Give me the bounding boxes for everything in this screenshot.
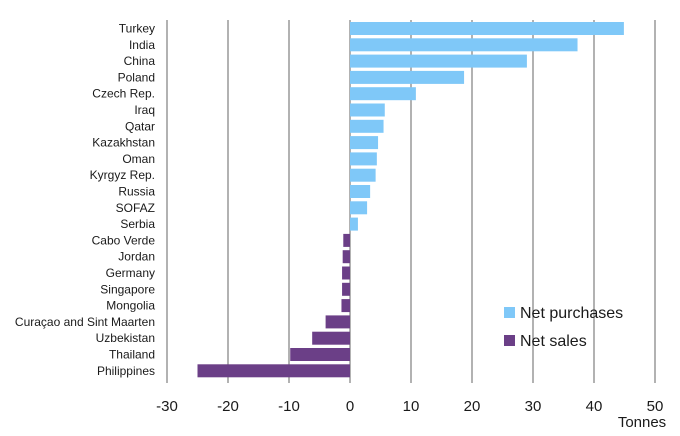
x-tick-label: 0: [346, 398, 354, 415]
category-label: Germany: [106, 266, 155, 280]
category-label: Kazakhstan: [92, 136, 155, 150]
x-tick-label: 10: [403, 398, 420, 415]
bar-poland: [350, 70, 465, 84]
category-label: Czech Rep.: [92, 87, 155, 101]
category-label: Cabo Verde: [92, 233, 156, 247]
bar-india: [350, 38, 578, 52]
bar-sofaz: [350, 201, 368, 215]
category-label: Philippines: [97, 364, 155, 378]
category-label: Poland: [118, 70, 155, 84]
bar-jordan: [342, 250, 350, 264]
x-tick-label: -20: [217, 398, 239, 415]
bar-russia: [350, 185, 371, 198]
bar-uzbekistan: [312, 331, 350, 345]
category-label: Uzbekistan: [96, 331, 155, 345]
bar-mongolia: [341, 299, 350, 313]
category-label: Kyrgyz Rep.: [90, 168, 155, 182]
bar-czech-rep: [350, 87, 416, 101]
x-tick-label: 50: [647, 398, 664, 415]
category-label: Serbia: [120, 217, 155, 231]
category-label: Russia: [118, 185, 155, 199]
bar-turkey: [350, 22, 624, 35]
category-label: India: [129, 38, 155, 52]
category-label: China: [124, 54, 156, 68]
category-label: Oman: [122, 152, 155, 166]
x-axis-label: Tonnes: [618, 414, 666, 431]
bar-philippines: [197, 364, 350, 378]
category-label: Curaçao and Sint Maarten: [15, 315, 155, 329]
bar-thailand: [290, 348, 350, 361]
x-tick-label: -30: [156, 398, 178, 415]
bar-cura-ao-and-sint-maarten: [325, 315, 350, 329]
bar-kyrgyz-rep: [350, 168, 376, 182]
legend-swatch-net-sales: [504, 335, 515, 346]
legend: Net purchases Net sales: [504, 305, 623, 350]
category-label: Qatar: [125, 119, 155, 133]
category-label: SOFAZ: [116, 201, 155, 215]
bar-singapore: [342, 282, 350, 296]
category-label: Mongolia: [106, 299, 155, 313]
legend-label-net-sales: Net sales: [520, 333, 587, 350]
x-tick-label: 20: [464, 398, 481, 415]
category-labels: Turkey India China Poland Czech Rep. Iraq Qata…: [15, 22, 155, 378]
category-label: Thailand: [109, 348, 155, 362]
bars: [197, 22, 624, 378]
bar-qatar: [350, 119, 384, 133]
bar-oman: [350, 152, 377, 166]
legend-label-net-purchases: Net purchases: [520, 305, 623, 322]
bar-china: [350, 54, 527, 68]
category-label: Jordan: [118, 250, 155, 264]
category-label: Iraq: [134, 103, 155, 117]
x-tick-labels: -30 -20 -10 0 10 20 30 40 50: [156, 398, 663, 415]
bar-serbia: [350, 217, 358, 231]
bar-kazakhstan: [350, 136, 379, 150]
bar-cabo-verde: [343, 233, 350, 247]
bar-germany: [342, 266, 350, 280]
category-label: Singapore: [100, 282, 155, 296]
bar-iraq: [350, 103, 385, 117]
x-tick-label: 40: [586, 398, 603, 415]
x-tick-label: 30: [525, 398, 542, 415]
x-tick-label: -10: [278, 398, 300, 415]
legend-swatch-net-purchases: [504, 307, 515, 318]
category-label: Turkey: [119, 22, 155, 36]
